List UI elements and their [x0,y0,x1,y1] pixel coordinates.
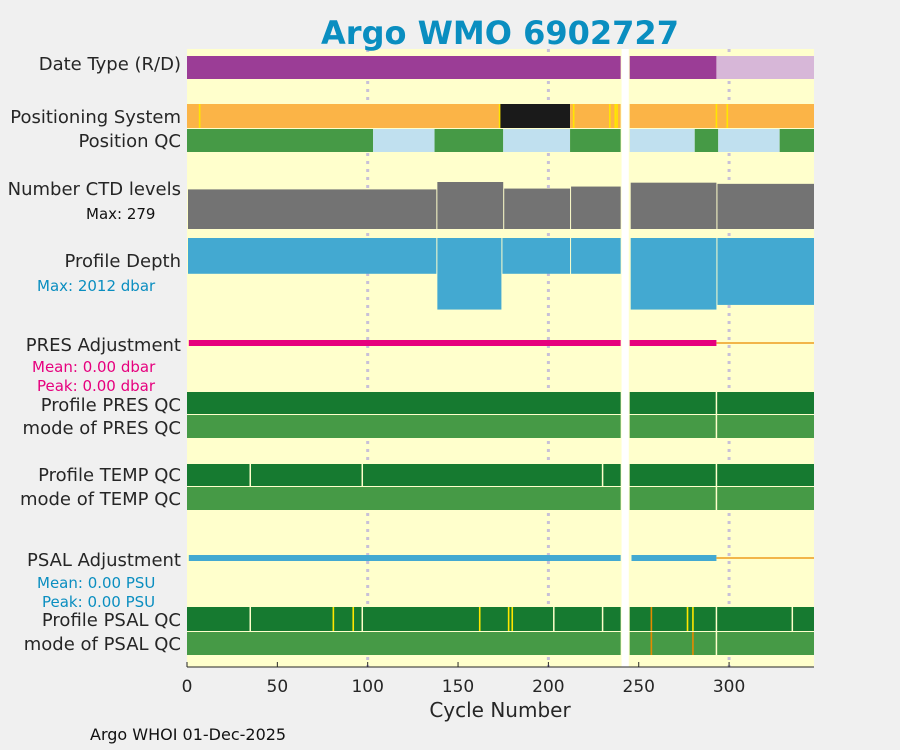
segment [187,607,621,631]
depth-bar [571,238,621,274]
row-label-mode-pres-qc: mode of PRES QC [23,418,181,439]
row-prof-psal-qc [187,607,814,631]
footer-credit: Argo WHOI 01-Dec-2025 [90,725,287,744]
segment [503,129,571,152]
x-tick-label: 250 [623,677,655,697]
row-pos-system [187,104,814,128]
psal-peak-label: Peak: 0.00 PSU [42,593,155,611]
x-axis: 0 50 100 150 200 250 300 [182,662,814,697]
x-tick-label: 150 [442,677,474,697]
segment [629,104,814,128]
row-label-ctd-levels: Number CTD levels [8,179,181,200]
segment [187,56,621,79]
row-label-date-type: Date Type (R/D) [39,54,181,75]
gap-band [621,49,629,667]
row-date-type [187,56,814,79]
row-label-pos-system: Positioning System [10,107,181,128]
segment [187,464,621,486]
segment [187,487,621,510]
ctd-bar [504,188,571,229]
segment [694,129,719,152]
row-mode-psal-qc [187,632,814,655]
x-tick-label: 300 [713,677,745,697]
depth-bar [717,238,814,305]
segment [373,129,435,152]
depth-bar [630,238,717,310]
row-label-prof-psal-qc: Profile PSAL QC [42,610,181,631]
segment [629,464,814,486]
x-axis-label: Cycle Number [429,698,571,722]
segment [718,129,780,152]
row-prof-pres-qc [187,392,814,414]
segment [187,129,374,152]
ctd-bar [717,183,814,229]
row-mode-temp-qc [187,487,814,510]
segment [499,104,571,128]
segment [187,392,621,414]
psal-mean-label: Mean: 0.00 PSU [37,574,155,592]
pres-peak-label: Peak: 0.00 dbar [37,377,156,395]
row-label-prof-pres-qc: Profile PRES QC [41,395,181,416]
row-label-psal-adj: PSAL Adjustment [27,550,181,571]
depth-bar [502,238,571,274]
row-profile-depth [188,238,814,310]
segment [570,129,621,152]
ctd-bar [437,182,504,229]
row-labels: Date Type (R/D) Positioning System Positio… [8,54,181,655]
segment [629,632,814,655]
data-rows [187,56,814,655]
row-ctd-levels [188,182,814,229]
grid-lines [366,49,731,667]
row-label-pos-qc: Position QC [78,131,181,152]
segment [779,129,814,152]
x-tick-label: 200 [532,677,564,697]
row-label-pres-adj: PRES Adjustment [26,335,181,356]
ctd-max-label: Max: 279 [86,205,155,223]
segment [716,56,814,79]
segment [629,56,717,79]
row-prof-temp-qc [187,464,814,486]
segment [187,632,621,655]
row-label-mode-temp-qc: mode of TEMP QC [20,489,181,510]
row-mode-pres-qc [187,415,814,438]
segment [629,129,695,152]
ctd-bar [630,182,717,229]
segment [629,487,814,510]
x-tick-label: 0 [182,677,193,697]
row-label-prof-temp-qc: Profile TEMP QC [38,465,181,486]
segment [629,607,814,631]
chart-title: Argo WMO 6902727 [321,14,679,52]
segment [187,415,621,438]
x-tick-label: 50 [267,677,289,697]
segment [570,104,621,128]
segment [629,415,814,438]
pres-mean-label: Mean: 0.00 dbar [32,358,156,376]
segment [629,392,814,414]
depth-bar [188,238,437,274]
row-pos-qc [187,129,814,152]
segment [187,104,500,128]
row-label-profile-depth: Profile Depth [64,251,181,272]
ctd-bar [571,186,621,229]
depth-max-label: Max: 2012 dbar [37,277,156,295]
segment [434,129,504,152]
x-tick-label: 100 [351,677,383,697]
ctd-bar [188,189,437,229]
row-label-mode-psal-qc: mode of PSAL QC [24,634,181,655]
depth-bar [437,238,502,310]
